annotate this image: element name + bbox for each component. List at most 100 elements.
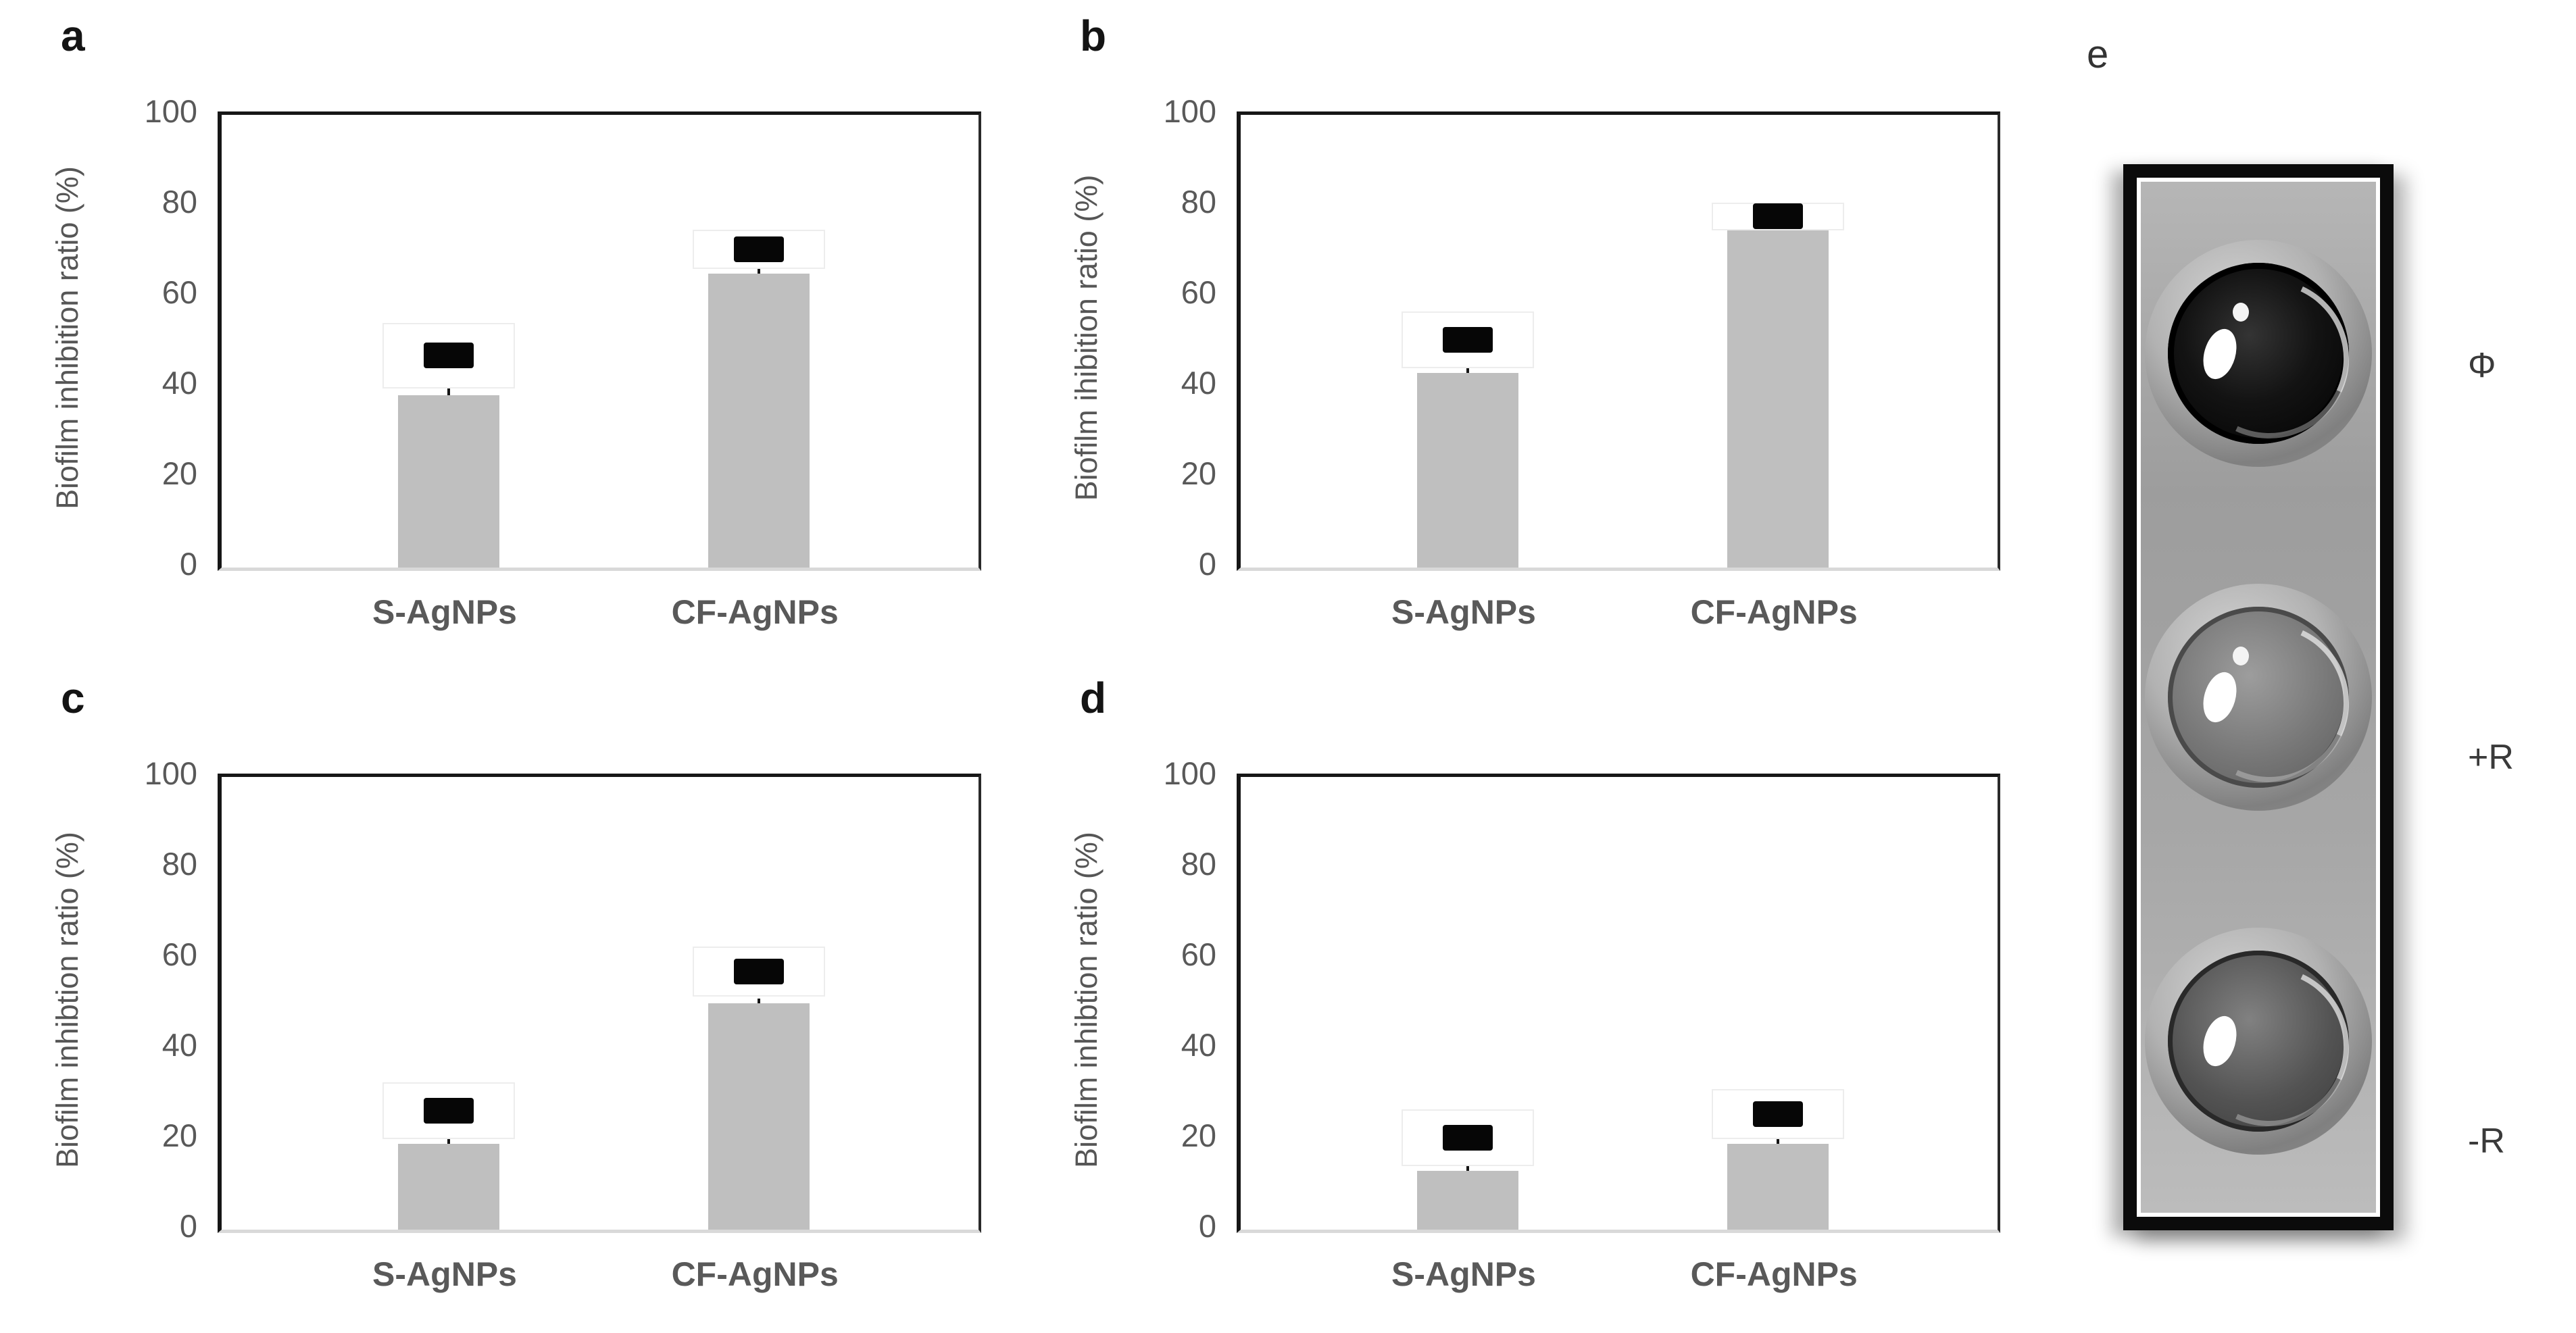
x-axis-labels: S-AgNPs CF-AgNPs [1237,593,1993,647]
panel-letter: c [61,674,85,722]
error-bar [1466,1163,1469,1171]
reflection-arc [2166,257,2372,461]
plot-area [218,774,981,1233]
x-category-label: S-AgNPs [372,1255,517,1293]
well-label-plus-r: +R [2468,738,2514,777]
bar-s-agnps [1417,372,1518,568]
significance-marker-box [1712,203,1845,230]
y-tick-label: 100 [144,755,197,791]
well-liquid-medium [2166,600,2372,805]
error-bar [1777,1134,1780,1144]
y-tick-label: 100 [1163,755,1216,791]
x-category-label: S-AgNPs [372,593,517,631]
plot-area [1237,111,2000,571]
y-axis-ticks: 100 80 60 40 20 0 [1139,757,1216,1242]
y-axis-title: Biofilm inhibition ratio (%) [50,166,84,509]
error-bar [447,386,450,396]
bar-chart-panel: a Biofilm inhibition ratio (%) 100 80 60 40… [41,10,1020,669]
significance-marker-box [1402,311,1534,369]
y-tick-label: 60 [162,936,197,972]
significance-marker-box [382,1082,515,1139]
reflection-arc [2166,944,2372,1149]
bar-cf-agnps [708,273,810,568]
well-label-minus-r: -R [2468,1122,2505,1161]
significance-marker [1443,1125,1493,1151]
well-rim [2145,583,2372,811]
microplate-photo [2123,164,2394,1230]
bar-s-agnps [398,395,499,568]
well-cell-phi [2141,182,2376,526]
y-tick-label: 60 [1181,274,1216,310]
bar-s-agnps [398,1143,499,1230]
y-tick-label: 0 [179,1208,197,1244]
x-category-label: CF-AgNPs [1690,1255,1858,1293]
y-axis-title: Biofilm ihibition ratio (%) [1069,174,1104,501]
y-tick-label: 80 [1181,846,1216,882]
y-tick-label: 20 [1181,455,1216,491]
x-category-label: CF-AgNPs [671,593,839,631]
significance-marker-box [382,322,515,389]
reflection-arc [2166,600,2372,805]
significance-marker [424,343,474,369]
significance-marker-box [693,230,826,269]
error-bar [447,1139,450,1144]
specular-highlight [2233,646,2250,665]
y-tick-label: 0 [179,546,197,582]
x-category-label: CF-AgNPs [671,1255,839,1293]
well-cell-minus-r [2141,869,2376,1213]
y-tick-label: 40 [162,1027,197,1063]
y-tick-label: 0 [1198,1208,1216,1244]
bar-chart-panel: d Biofilm inhibtion ratio (%) 100 80 60 40 2… [1060,672,2039,1331]
significance-marker [424,1097,474,1124]
plot-area [1237,774,2000,1233]
bar-cf-agnps [708,1003,810,1230]
y-tick-label: 20 [162,455,197,491]
y-axis-title: Biofilm inhibtion ratio (%) [50,832,84,1168]
well-cell-plus-r [2141,526,2376,870]
y-tick-label: 20 [162,1117,197,1153]
significance-marker [734,958,785,984]
significance-marker-box [693,946,826,997]
well-rim [2145,240,2372,468]
well-label-phi: Φ [2468,346,2496,385]
bar-cf-agnps [1727,228,1829,568]
y-tick-label: 80 [162,184,197,220]
significance-marker-box [1402,1109,1534,1167]
y-tick-label: 60 [162,274,197,310]
x-axis-labels: S-AgNPs CF-AgNPs [1237,1255,1993,1309]
bar-s-agnps [1417,1170,1518,1230]
panel-letter-e: e [2087,32,2109,76]
bar-chart-panel: b Biofilm ihibition ratio (%) 100 80 60 40 2… [1060,10,2039,669]
bar-cf-agnps [1727,1143,1829,1230]
y-tick-label: 0 [1198,546,1216,582]
y-tick-label: 40 [162,365,197,401]
y-tick-label: 40 [1181,365,1216,401]
well-liquid-darker [2166,944,2372,1149]
y-tick-label: 100 [1163,93,1216,129]
y-tick-label: 20 [1181,1117,1216,1153]
x-category-label: S-AgNPs [1391,593,1536,631]
significance-marker [734,236,785,263]
bar-chart-panel: c Biofilm inhibtion ratio (%) 100 80 60 40 2… [41,672,1020,1331]
microplate-surface [2141,182,2376,1213]
y-tick-label: 80 [162,846,197,882]
well-liquid-dark [2166,257,2372,461]
well-rim [2145,927,2372,1155]
panel-letter: d [1080,674,1107,722]
specular-highlight [2233,303,2250,322]
error-bar [758,268,761,274]
y-axis-ticks: 100 80 60 40 20 0 [120,757,197,1242]
significance-marker-box [1712,1088,1845,1139]
y-tick-label: 60 [1181,936,1216,972]
significance-marker [1443,327,1493,353]
x-category-label: S-AgNPs [1391,1255,1536,1293]
y-axis-ticks: 100 80 60 40 20 0 [1139,95,1216,580]
error-bar [758,999,761,1003]
y-axis-ticks: 100 80 60 40 20 0 [120,95,197,580]
y-tick-label: 80 [1181,184,1216,220]
y-tick-label: 100 [144,93,197,129]
panel-letter: b [1080,11,1107,60]
y-tick-label: 40 [1181,1027,1216,1063]
error-bar [1466,363,1469,373]
